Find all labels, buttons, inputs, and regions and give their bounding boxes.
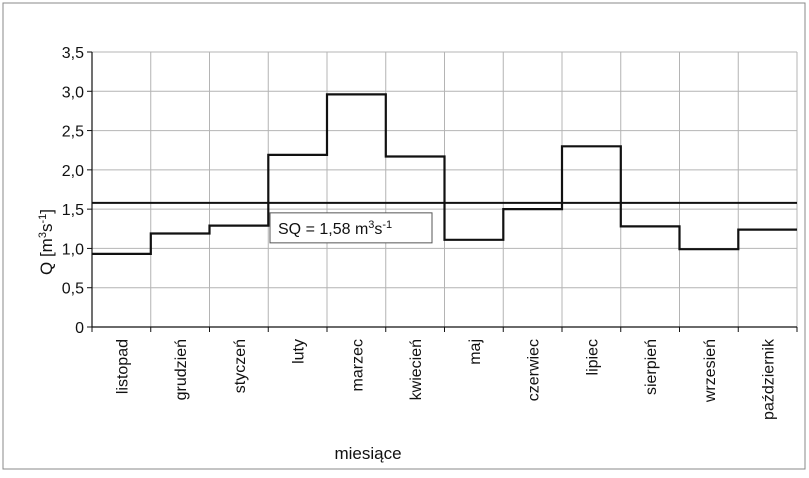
x-tick-label: maj [467,339,484,365]
y-tick-label: 1,0 [62,241,84,258]
x-tick-label: styczeń [232,339,249,393]
mean-flow-label: SQ = 1,58 m3s-1 [278,219,392,238]
x-tick-label: luty [291,339,308,364]
x-tick-label: sierpień [643,339,660,395]
x-axis-label: miesiące [334,444,401,463]
y-tick-label: 0,5 [62,281,84,298]
y-tick-label: 1,5 [62,202,84,219]
mean-flow-label-box [269,212,433,244]
monthly-flow-step-line [92,93,797,255]
y-tick-label: 3,5 [62,45,84,62]
y-tick-labels: 0 0,5 1,0 1,5 2,0 2,5 3,0 3,5 [62,45,84,337]
x-tick-label: wrzesień [702,339,719,403]
y-tick-label: 0 [75,320,84,337]
x-tick-label: listopad [114,339,131,394]
reference-line-group: SQ = 1,58 m3s-1 [92,201,797,244]
x-tick-label: lipiec [584,339,601,375]
x-tick-label: marzec [349,339,366,391]
x-tick-label: październik [761,338,778,420]
y-axis-label: Q [m3s-1] [37,209,56,275]
y-tick-label: 2,0 [62,163,84,180]
series [92,93,797,255]
x-tick-label: czerwiec [526,339,543,401]
x-tick-label: kwiecień [408,339,425,400]
y-tick-label: 2,5 [62,124,84,141]
x-tick-label: grudzień [173,339,190,400]
axes [87,51,798,332]
x-tick-labels: listopad grudzień styczeń luty marzec kwiecie… [114,338,777,420]
y-tick-label: 3,0 [62,84,84,101]
